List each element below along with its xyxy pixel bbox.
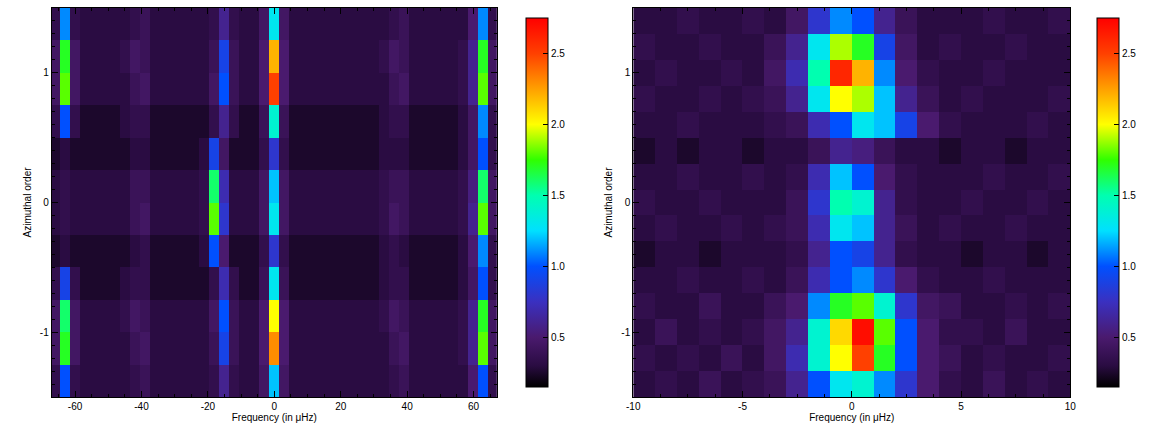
svg-text:0.5: 0.5 [1122, 332, 1136, 343]
svg-text:-20: -20 [201, 401, 216, 412]
svg-text:2.0: 2.0 [551, 119, 565, 130]
svg-text:40: 40 [402, 401, 414, 412]
svg-text:0.5: 0.5 [551, 332, 565, 343]
svg-text:0: 0 [849, 401, 855, 412]
svg-text:1.0: 1.0 [551, 261, 565, 272]
svg-text:-40: -40 [134, 401, 149, 412]
svg-text:-1: -1 [40, 327, 49, 338]
svg-text:Azimuthal order: Azimuthal order [22, 167, 33, 238]
svg-text:-10: -10 [626, 401, 641, 412]
svg-text:1.5: 1.5 [551, 190, 565, 201]
svg-text:-5: -5 [738, 401, 747, 412]
svg-text:5: 5 [958, 401, 964, 412]
svg-text:-1: -1 [621, 327, 630, 338]
svg-text:Azimuthal order: Azimuthal order [603, 167, 614, 238]
svg-text:10: 10 [1065, 401, 1077, 412]
svg-text:60: 60 [468, 401, 480, 412]
svg-text:1: 1 [625, 67, 631, 78]
svg-text:1: 1 [43, 67, 49, 78]
svg-text:2.0: 2.0 [1122, 119, 1136, 130]
svg-text:0: 0 [625, 197, 631, 208]
svg-text:2.5: 2.5 [1122, 48, 1136, 59]
svg-text:2.5: 2.5 [551, 48, 565, 59]
svg-text:Frequency (in μHz): Frequency (in μHz) [232, 412, 317, 423]
svg-text:-60: -60 [68, 401, 83, 412]
svg-text:0: 0 [272, 401, 278, 412]
svg-text:1.0: 1.0 [1122, 261, 1136, 272]
svg-text:Frequency (in μHz): Frequency (in μHz) [809, 412, 894, 423]
svg-text:0: 0 [43, 197, 49, 208]
svg-text:20: 20 [335, 401, 347, 412]
svg-text:1.5: 1.5 [1122, 190, 1136, 201]
